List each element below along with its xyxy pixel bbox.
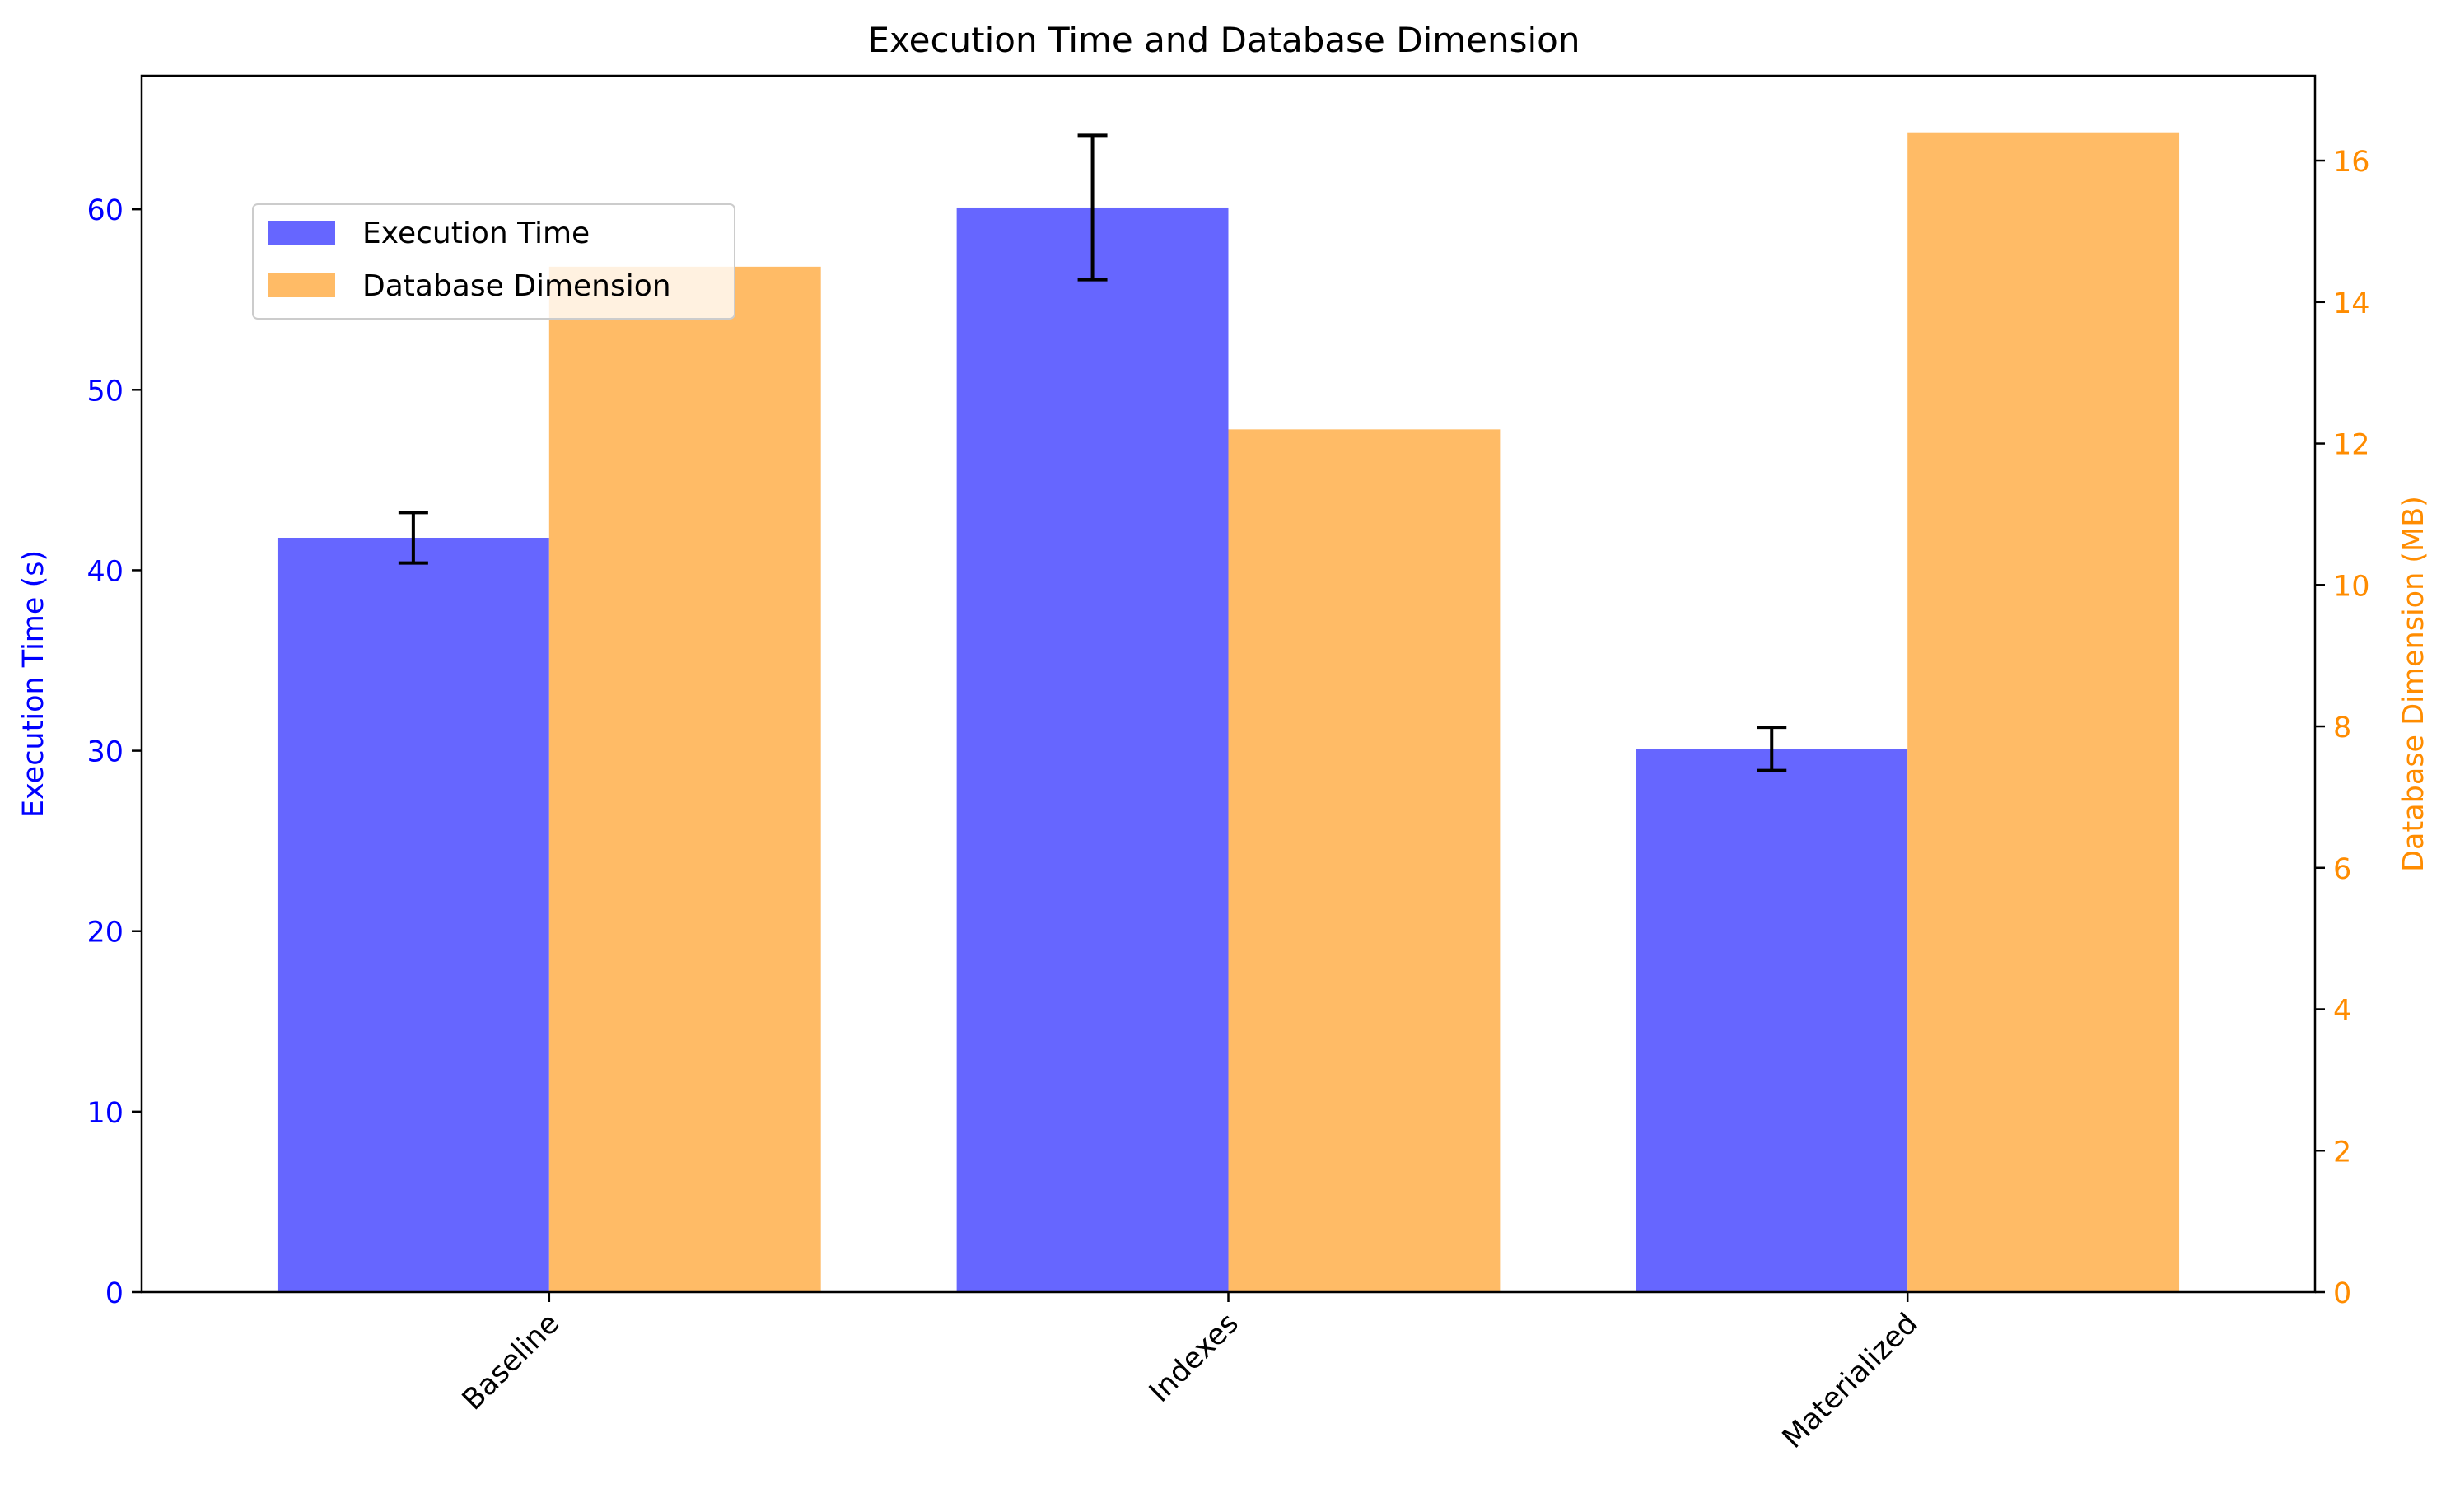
legend-swatch-database-dimension	[268, 273, 335, 297]
left-tick-label: 60	[86, 194, 124, 227]
bar-execution-time-indexes	[956, 207, 1229, 1293]
bar-execution-time-materialized	[1636, 749, 1908, 1292]
right-tick-label: 10	[2333, 570, 2370, 603]
left-tick-label: 0	[105, 1277, 124, 1310]
left-tick-label: 40	[86, 555, 124, 588]
bar-database-dimension-indexes	[1228, 429, 1501, 1292]
left-tick-label: 30	[86, 736, 124, 769]
right-tick-label: 12	[2333, 429, 2370, 462]
left-tick-label: 10	[86, 1097, 124, 1130]
y-axis-right-label: Database Dimension (MB)	[2397, 496, 2430, 872]
error-bar-baseline	[398, 511, 428, 565]
left-tick-label: 50	[86, 375, 124, 408]
right-tick-label: 6	[2333, 853, 2351, 886]
right-tick-label: 0	[2333, 1277, 2351, 1310]
bar-execution-time-baseline	[277, 537, 549, 1292]
legend-box	[252, 203, 735, 320]
right-tick-label: 16	[2333, 146, 2370, 179]
legend-label-execution-time: Execution Time	[362, 217, 590, 250]
chart-title: Execution Time and Database Dimension	[868, 20, 1580, 60]
legend-label-database-dimension: Database Dimension	[362, 269, 671, 303]
left-tick-label: 20	[86, 917, 124, 950]
error-bar-materialized	[1757, 726, 1787, 772]
legend-swatch-execution-time	[268, 221, 335, 245]
bar-database-dimension-baseline	[548, 266, 821, 1293]
bar-database-dimension-materialized	[1907, 132, 2180, 1293]
bars-layer	[277, 132, 2180, 1293]
error-bar-indexes	[1077, 133, 1108, 282]
right-tick-label: 14	[2333, 287, 2370, 320]
right-tick-label: 2	[2333, 1136, 2351, 1169]
legend: Execution Time Database Dimension	[252, 203, 735, 320]
right-tick-label: 4	[2333, 995, 2351, 1028]
right-tick-label: 8	[2333, 712, 2351, 744]
y-axis-left-label: Execution Time (s)	[17, 550, 50, 818]
